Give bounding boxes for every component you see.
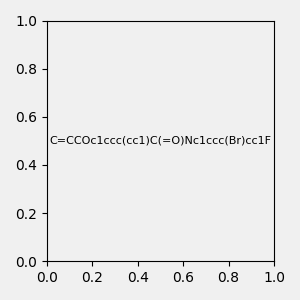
Text: C=CCOc1ccc(cc1)C(=O)Nc1ccc(Br)cc1F: C=CCOc1ccc(cc1)C(=O)Nc1ccc(Br)cc1F — [50, 136, 272, 146]
